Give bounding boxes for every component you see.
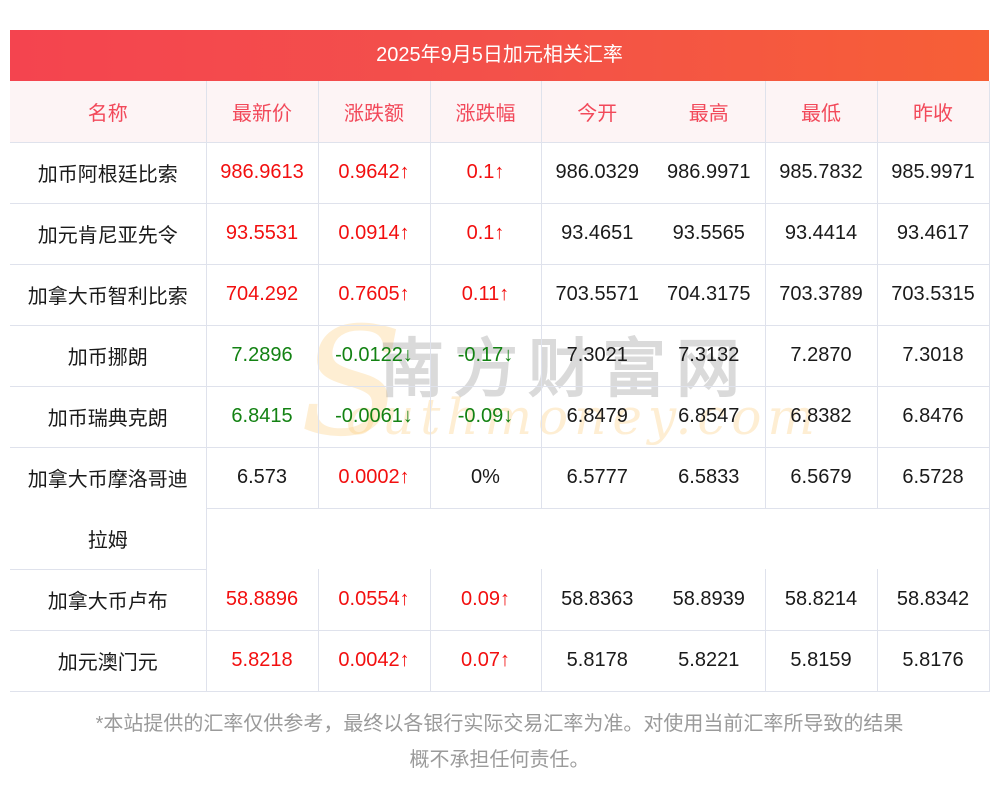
currency-name: 加币挪朗 (10, 325, 207, 387)
prev-close-price: 7.3018 (877, 325, 990, 387)
high-price: 5.8221 (653, 630, 766, 692)
table-header-row: 名称 最新价 涨跌额 涨跌幅 今开 最高 最低 昨收 (10, 81, 990, 143)
low-price: 93.4414 (765, 203, 878, 265)
rate-table-container: 2025年9月5日加元相关汇率 名称 最新价 涨跌额 涨跌幅 今开 最高 最低 … (10, 30, 990, 692)
prev-close-price: 58.8342 (877, 569, 990, 631)
latest-price: 704.292 (206, 264, 319, 326)
currency-name: 加拿大币卢布 (10, 569, 207, 631)
low-price: 6.5679 (765, 447, 878, 509)
col-header-low: 最低 (765, 81, 878, 143)
high-price: 58.8939 (653, 569, 766, 631)
currency-name: 加币阿根廷比索 (10, 142, 207, 204)
table-row: 加拿大币卢布 58.8896 0.0554↑ 0.09↑ 58.8363 58.… (10, 569, 990, 631)
change-percent: 0.1↑ (430, 203, 542, 265)
change-amount: 0.7605↑ (318, 264, 431, 326)
latest-price: 5.8218 (206, 630, 319, 692)
low-price: 985.7832 (765, 142, 878, 204)
prev-close-price: 5.8176 (877, 630, 990, 692)
change-percent: 0.11↑ (430, 264, 542, 326)
high-price: 7.3132 (653, 325, 766, 387)
empty-cell (206, 508, 990, 569)
col-header-open: 今开 (541, 81, 653, 143)
latest-price: 6.573 (206, 447, 319, 509)
change-amount: -0.0122↓ (318, 325, 431, 387)
change-amount: 0.9642↑ (318, 142, 431, 204)
currency-name: 加币瑞典克朗 (10, 386, 207, 448)
high-price: 93.5565 (653, 203, 766, 265)
open-price: 986.0329 (541, 142, 653, 204)
prev-close-price: 985.9971 (877, 142, 990, 204)
col-header-high: 最高 (653, 81, 766, 143)
table-row: 加币阿根廷比索 986.9613 0.9642↑ 0.1↑ 986.0329 9… (10, 142, 990, 204)
prev-close-price: 6.8476 (877, 386, 990, 448)
table-row: 加拿大币摩洛哥迪 6.573 0.0002↑ 0% 6.5777 6.5833 … (10, 447, 990, 509)
high-price: 6.8547 (653, 386, 766, 448)
currency-name: 加拿大币摩洛哥迪 (10, 447, 207, 508)
change-amount: 0.0554↑ (318, 569, 431, 631)
change-amount: 0.0914↑ (318, 203, 431, 265)
table-row: 加元肯尼亚先令 93.5531 0.0914↑ 0.1↑ 93.4651 93.… (10, 203, 990, 265)
low-price: 58.8214 (765, 569, 878, 631)
currency-name-line2: 拉姆 (10, 508, 207, 570)
change-amount: 0.0002↑ (318, 447, 431, 509)
table-row: 加币挪朗 7.2896 -0.0122↓ -0.17↓ 7.3021 7.313… (10, 325, 990, 387)
change-percent: 0.09↑ (430, 569, 542, 631)
table-row: 加元澳门元 5.8218 0.0042↑ 0.07↑ 5.8178 5.8221… (10, 630, 990, 692)
table-row: 加币瑞典克朗 6.8415 -0.0061↓ -0.09↓ 6.8479 6.8… (10, 386, 990, 448)
latest-price: 6.8415 (206, 386, 319, 448)
col-header-prev-close: 昨收 (877, 81, 990, 143)
open-price: 93.4651 (541, 203, 653, 265)
col-header-latest: 最新价 (206, 81, 319, 143)
latest-price: 58.8896 (206, 569, 319, 631)
change-percent: 0.1↑ (430, 142, 542, 204)
table-row-continuation: 拉姆 (10, 508, 990, 570)
prev-close-price: 93.4617 (877, 203, 990, 265)
prev-close-price: 6.5728 (877, 447, 990, 509)
exchange-rate-table: 名称 最新价 涨跌额 涨跌幅 今开 最高 最低 昨收 加币阿根廷比索 986.9… (10, 81, 990, 692)
prev-close-price: 703.5315 (877, 264, 990, 326)
disclaimer-line-2: 概不承担任何责任。 (409, 749, 590, 771)
latest-price: 986.9613 (206, 142, 319, 204)
currency-name: 加元澳门元 (10, 630, 207, 692)
disclaimer: *本站提供的汇率仅供参考，最终以各银行实际交易汇率为准。对使用当前汇率所导致的结… (10, 706, 989, 778)
open-price: 6.5777 (541, 447, 653, 509)
table-row: 加拿大币智利比索 704.292 0.7605↑ 0.11↑ 703.5571 … (10, 264, 990, 326)
low-price: 5.8159 (765, 630, 878, 692)
open-price: 58.8363 (541, 569, 653, 631)
disclaimer-line-1: *本站提供的汇率仅供参考，最终以各银行实际交易汇率为准。对使用当前汇率所导致的结… (95, 713, 904, 735)
high-price: 6.5833 (653, 447, 766, 509)
col-header-change-pct: 涨跌幅 (430, 81, 542, 143)
change-percent: 0.07↑ (430, 630, 542, 692)
low-price: 6.8382 (765, 386, 878, 448)
high-price: 986.9971 (653, 142, 766, 204)
col-header-name: 名称 (10, 81, 207, 143)
low-price: 7.2870 (765, 325, 878, 387)
low-price: 703.3789 (765, 264, 878, 326)
open-price: 7.3021 (541, 325, 653, 387)
change-percent: 0% (430, 447, 542, 509)
high-price: 704.3175 (653, 264, 766, 326)
col-header-change: 涨跌额 (318, 81, 431, 143)
currency-name: 加拿大币智利比索 (10, 264, 207, 326)
open-price: 703.5571 (541, 264, 653, 326)
open-price: 6.8479 (541, 386, 653, 448)
latest-price: 7.2896 (206, 325, 319, 387)
change-percent: -0.09↓ (430, 386, 542, 448)
change-percent: -0.17↓ (430, 325, 542, 387)
latest-price: 93.5531 (206, 203, 319, 265)
change-amount: -0.0061↓ (318, 386, 431, 448)
open-price: 5.8178 (541, 630, 653, 692)
currency-name: 加元肯尼亚先令 (10, 203, 207, 265)
change-amount: 0.0042↑ (318, 630, 431, 692)
table-title: 2025年9月5日加元相关汇率 (10, 30, 989, 81)
